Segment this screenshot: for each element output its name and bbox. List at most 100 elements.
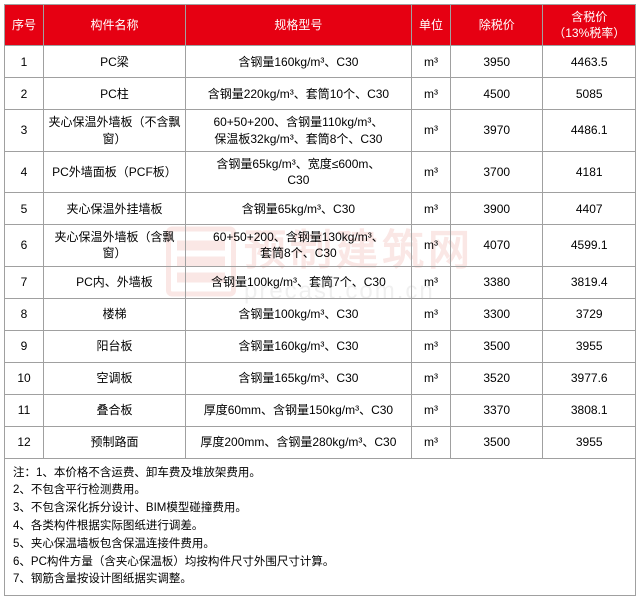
cell-idx: 7	[5, 266, 44, 298]
cell-name: PC内、外墙板	[44, 266, 186, 298]
notes-cell: 注：1、本价格不含运费、卸车费及堆放架费用。 2、不包含平行检测费用。3、不包含深…	[5, 458, 636, 596]
cell-p2: 3955	[543, 426, 636, 458]
cell-p2: 3977.6	[543, 362, 636, 394]
note-line: 4、各类构件根据实际图纸进行调差。	[13, 518, 627, 536]
cell-idx: 10	[5, 362, 44, 394]
cell-name: PC外墙面板（PCF板）	[44, 151, 186, 192]
cell-p1: 3500	[450, 426, 542, 458]
cell-name: 叠合板	[44, 394, 186, 426]
table-row: 9阳台板含钢量160kg/m³、C30m³35003955	[5, 330, 636, 362]
cell-p1: 3300	[450, 298, 542, 330]
note-line: 5、夹心保温墙板包含保温连接件费用。	[13, 536, 627, 554]
table-row: 11叠合板厚度60mm、含钢量150kg/m³、C30m³33703808.1	[5, 394, 636, 426]
table-row: 10空调板含钢量165kg/m³、C30m³35203977.6	[5, 362, 636, 394]
cell-unit: m³	[411, 110, 450, 151]
note-line: 3、不包含深化拆分设计、BIM模型碰撞费用。	[13, 500, 627, 518]
table-row: 6夹心保温外墙板（含飘窗）60+50+200、含钢量130kg/m³、套筒8个、…	[5, 225, 636, 266]
table-row: 1PC梁含钢量160kg/m³、C30m³39504463.5	[5, 46, 636, 78]
table-body: 1PC梁含钢量160kg/m³、C30m³39504463.52PC柱含钢量22…	[5, 46, 636, 458]
cell-name: PC柱	[44, 78, 186, 110]
cell-p1: 3900	[450, 193, 542, 225]
note-line: 7、钢筋含量按设计图纸据实调整。	[13, 571, 627, 589]
cell-unit: m³	[411, 225, 450, 266]
cell-spec: 含钢量100kg/m³、套筒7个、C30	[185, 266, 411, 298]
cell-p1: 3500	[450, 330, 542, 362]
cell-name: 阳台板	[44, 330, 186, 362]
table-row: 12预制路面厚度200mm、含钢量280kg/m³、C30m³35003955	[5, 426, 636, 458]
cell-unit: m³	[411, 266, 450, 298]
cell-p1: 3370	[450, 394, 542, 426]
cell-spec: 含钢量65kg/m³、宽度≤600m、C30	[185, 151, 411, 192]
cell-spec: 60+50+200、含钢量130kg/m³、套筒8个、C30	[185, 225, 411, 266]
table-row: 8楼梯含钢量100kg/m³、C30m³33003729	[5, 298, 636, 330]
cell-spec: 厚度200mm、含钢量280kg/m³、C30	[185, 426, 411, 458]
cell-unit: m³	[411, 78, 450, 110]
cell-unit: m³	[411, 151, 450, 192]
col-header-unit: 单位	[411, 5, 450, 46]
cell-idx: 8	[5, 298, 44, 330]
cell-p2: 4407	[543, 193, 636, 225]
cell-name: 空调板	[44, 362, 186, 394]
cell-unit: m³	[411, 298, 450, 330]
col-header-spec: 规格型号	[185, 5, 411, 46]
table-row: 3夹心保温外墙板（不含飘窗）60+50+200、含钢量110kg/m³、保温板3…	[5, 110, 636, 151]
note-line: 6、PC构件方量（含夹心保温板）均按构件尺寸外围尺寸计算。	[13, 554, 627, 572]
cell-spec: 含钢量220kg/m³、套筒10个、C30	[185, 78, 411, 110]
table-row: 5夹心保温外挂墙板含钢量65kg/m³、C30m³39004407	[5, 193, 636, 225]
cell-spec: 含钢量160kg/m³、C30	[185, 330, 411, 362]
cell-p1: 4070	[450, 225, 542, 266]
notes-label: 注：	[13, 467, 36, 479]
cell-unit: m³	[411, 362, 450, 394]
cell-p1: 3970	[450, 110, 542, 151]
cell-name: 夹心保温外墙板（不含飘窗）	[44, 110, 186, 151]
cell-p1: 3700	[450, 151, 542, 192]
table-header: 序号构件名称规格型号单位除税价含税价（13%税率）	[5, 5, 636, 46]
cell-idx: 1	[5, 46, 44, 78]
price-table: 序号构件名称规格型号单位除税价含税价（13%税率） 1PC梁含钢量160kg/m…	[4, 4, 636, 596]
cell-p2: 4599.1	[543, 225, 636, 266]
cell-unit: m³	[411, 46, 450, 78]
cell-spec: 厚度60mm、含钢量150kg/m³、C30	[185, 394, 411, 426]
cell-name: 夹心保温外挂墙板	[44, 193, 186, 225]
cell-name: PC梁	[44, 46, 186, 78]
cell-p2: 4463.5	[543, 46, 636, 78]
cell-p2: 4181	[543, 151, 636, 192]
cell-p2: 3955	[543, 330, 636, 362]
col-header-p1: 除税价	[450, 5, 542, 46]
cell-spec: 60+50+200、含钢量110kg/m³、保温板32kg/m³、套筒8个、C3…	[185, 110, 411, 151]
note-line: 2、不包含平行检测费用。	[13, 482, 627, 500]
cell-name: 预制路面	[44, 426, 186, 458]
cell-idx: 9	[5, 330, 44, 362]
col-header-p2: 含税价（13%税率）	[543, 5, 636, 46]
cell-name: 楼梯	[44, 298, 186, 330]
cell-unit: m³	[411, 426, 450, 458]
cell-idx: 12	[5, 426, 44, 458]
cell-spec: 含钢量160kg/m³、C30	[185, 46, 411, 78]
cell-idx: 2	[5, 78, 44, 110]
table-row: 4PC外墙面板（PCF板）含钢量65kg/m³、宽度≤600m、C30m³370…	[5, 151, 636, 192]
cell-p1: 3380	[450, 266, 542, 298]
cell-p2: 5085	[543, 78, 636, 110]
cell-idx: 5	[5, 193, 44, 225]
cell-unit: m³	[411, 193, 450, 225]
cell-unit: m³	[411, 394, 450, 426]
table-row: 7PC内、外墙板含钢量100kg/m³、套筒7个、C30m³33803819.4	[5, 266, 636, 298]
cell-spec: 含钢量165kg/m³、C30	[185, 362, 411, 394]
cell-idx: 4	[5, 151, 44, 192]
cell-idx: 3	[5, 110, 44, 151]
table-row: 2PC柱含钢量220kg/m³、套筒10个、C30m³45005085	[5, 78, 636, 110]
cell-spec: 含钢量100kg/m³、C30	[185, 298, 411, 330]
cell-p1: 4500	[450, 78, 542, 110]
cell-idx: 11	[5, 394, 44, 426]
col-header-name: 构件名称	[44, 5, 186, 46]
cell-p2: 4486.1	[543, 110, 636, 151]
cell-p2: 3808.1	[543, 394, 636, 426]
cell-unit: m³	[411, 330, 450, 362]
cell-p2: 3819.4	[543, 266, 636, 298]
col-header-idx: 序号	[5, 5, 44, 46]
cell-p1: 3950	[450, 46, 542, 78]
note-line: 1、本价格不含运费、卸车费及堆放架费用。	[36, 467, 261, 479]
cell-name: 夹心保温外墙板（含飘窗）	[44, 225, 186, 266]
cell-spec: 含钢量65kg/m³、C30	[185, 193, 411, 225]
cell-idx: 6	[5, 225, 44, 266]
